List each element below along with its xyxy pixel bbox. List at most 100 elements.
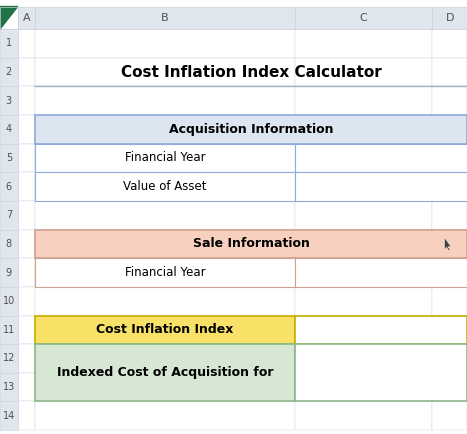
Bar xyxy=(35,29,295,58)
Bar xyxy=(295,258,467,287)
Bar xyxy=(432,172,467,201)
Bar xyxy=(35,401,295,430)
Bar xyxy=(295,401,432,430)
Bar xyxy=(295,287,432,316)
Bar xyxy=(18,172,35,201)
Text: 14: 14 xyxy=(3,411,15,421)
Bar xyxy=(35,144,295,172)
Bar xyxy=(35,287,295,316)
Bar xyxy=(0,29,18,58)
Bar xyxy=(18,7,35,29)
Bar xyxy=(18,373,35,401)
Text: 11: 11 xyxy=(3,325,15,335)
Bar xyxy=(432,316,467,344)
Bar xyxy=(18,316,35,344)
Bar xyxy=(35,316,295,344)
Bar xyxy=(432,344,467,373)
Bar xyxy=(432,201,467,230)
Text: 9: 9 xyxy=(6,267,12,278)
Bar xyxy=(295,344,467,401)
Bar xyxy=(18,29,35,58)
Text: B: B xyxy=(161,13,169,23)
Bar xyxy=(18,115,35,144)
Text: 7: 7 xyxy=(6,210,12,220)
Bar xyxy=(35,144,295,172)
Bar xyxy=(35,258,295,287)
Bar xyxy=(432,258,467,287)
Bar xyxy=(295,172,467,201)
Bar xyxy=(0,316,18,344)
Bar xyxy=(18,144,35,172)
Bar xyxy=(0,86,18,115)
Bar xyxy=(295,316,432,344)
Polygon shape xyxy=(445,237,451,250)
Bar xyxy=(35,115,467,144)
Text: Indexed Cost of Acquisition for: Indexed Cost of Acquisition for xyxy=(57,366,273,379)
Bar xyxy=(295,144,432,172)
Bar xyxy=(35,86,295,115)
Text: 5: 5 xyxy=(6,153,12,163)
Bar xyxy=(35,230,467,258)
Bar xyxy=(18,230,35,258)
Bar xyxy=(0,230,18,258)
Bar xyxy=(0,373,18,401)
Bar xyxy=(432,29,467,58)
Text: 10: 10 xyxy=(3,296,15,306)
Text: Cost Inflation Index: Cost Inflation Index xyxy=(96,323,234,336)
Text: D: D xyxy=(446,13,454,23)
Bar xyxy=(35,230,295,258)
Text: Cost Inflation Index Calculator: Cost Inflation Index Calculator xyxy=(121,65,382,79)
Bar xyxy=(0,344,18,373)
Bar xyxy=(18,401,35,430)
Bar xyxy=(432,287,467,316)
Bar xyxy=(0,58,18,86)
Bar xyxy=(295,373,432,401)
Bar xyxy=(295,230,432,258)
Bar xyxy=(18,344,35,373)
Bar xyxy=(0,201,18,230)
Text: 8: 8 xyxy=(6,239,12,249)
Bar xyxy=(0,287,18,316)
Bar xyxy=(0,172,18,201)
Bar xyxy=(35,172,295,201)
Bar xyxy=(35,373,295,401)
Bar xyxy=(35,7,295,29)
Bar xyxy=(295,201,432,230)
Text: 12: 12 xyxy=(3,353,15,364)
Bar xyxy=(35,258,295,287)
Bar xyxy=(0,7,18,29)
Text: 2: 2 xyxy=(6,67,12,77)
Bar xyxy=(295,258,432,287)
Bar xyxy=(18,86,35,115)
Text: Acquisition Information: Acquisition Information xyxy=(169,123,333,136)
Text: 1: 1 xyxy=(6,38,12,49)
Bar xyxy=(295,316,467,344)
Bar xyxy=(295,172,432,201)
Bar xyxy=(295,144,467,172)
Bar xyxy=(295,7,432,29)
Bar xyxy=(35,201,295,230)
Bar xyxy=(35,115,295,144)
Bar xyxy=(18,201,35,230)
Bar xyxy=(432,58,467,86)
Bar xyxy=(0,144,18,172)
Bar xyxy=(295,344,432,373)
Bar xyxy=(35,316,295,344)
Bar xyxy=(35,172,295,201)
Text: Financial Year: Financial Year xyxy=(125,151,205,164)
Text: 4: 4 xyxy=(6,124,12,135)
Bar xyxy=(18,287,35,316)
Bar xyxy=(295,115,432,144)
Bar xyxy=(295,58,432,86)
Text: 6: 6 xyxy=(6,181,12,192)
Text: 13: 13 xyxy=(3,382,15,392)
Text: C: C xyxy=(360,13,368,23)
Bar xyxy=(0,115,18,144)
Bar xyxy=(432,144,467,172)
Bar xyxy=(35,344,295,373)
Bar xyxy=(432,7,467,29)
Bar xyxy=(35,58,295,86)
Bar xyxy=(432,115,467,144)
Bar xyxy=(432,373,467,401)
Bar xyxy=(0,258,18,287)
